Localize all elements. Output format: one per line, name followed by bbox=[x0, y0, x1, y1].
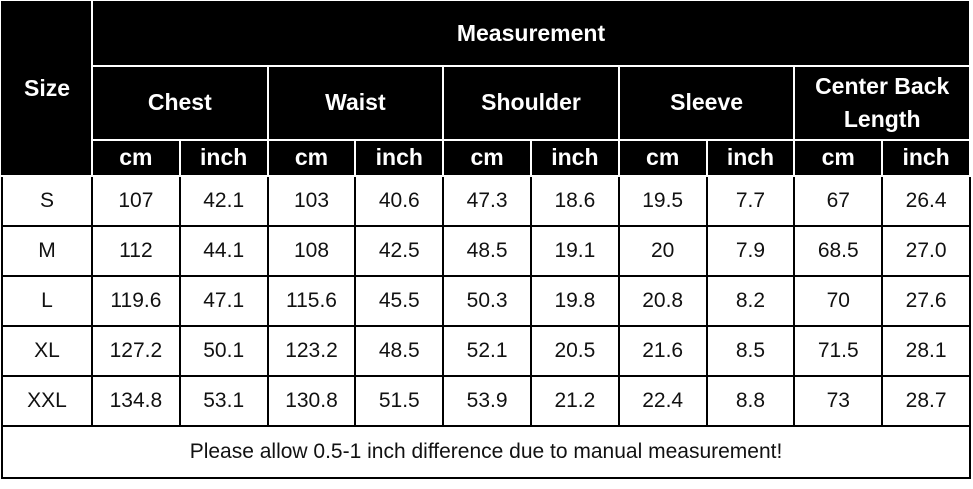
measurement-header: Measurement bbox=[91, 1, 971, 67]
value-cell: 7.9 bbox=[705, 225, 796, 277]
unit-header: cm bbox=[266, 139, 357, 177]
size-cell: L bbox=[1, 275, 93, 327]
unit-header: cm bbox=[442, 139, 532, 177]
unit-header: inch bbox=[178, 139, 269, 177]
unit-header: inch bbox=[705, 139, 796, 177]
value-cell: 71.5 bbox=[793, 325, 884, 377]
value-cell: 20 bbox=[617, 225, 708, 277]
value-cell: 53.1 bbox=[178, 375, 269, 427]
value-cell: 8.8 bbox=[705, 375, 796, 427]
value-cell: 42.5 bbox=[354, 225, 445, 277]
value-cell: 20.5 bbox=[529, 325, 620, 377]
value-cell: 119.6 bbox=[91, 275, 181, 327]
value-cell: 27.6 bbox=[881, 275, 971, 327]
table-row: XL 127.2 50.1 123.2 48.5 52.1 20.5 21.6 8.5 71.5 2… bbox=[1, 325, 971, 377]
value-cell: 21.6 bbox=[617, 325, 708, 377]
unit-header: cm bbox=[91, 139, 181, 177]
value-cell: 45.5 bbox=[354, 275, 445, 327]
unit-header: inch bbox=[881, 139, 971, 177]
table-row: S 107 42.1 103 40.6 47.3 18.6 19.5 7.7 67 26.4 bbox=[1, 175, 971, 227]
value-cell: 22.4 bbox=[617, 375, 708, 427]
value-cell: 42.1 bbox=[178, 175, 269, 227]
table-row: Chest Waist Shoulder Sleeve Center Back Leng… bbox=[2, 65, 971, 141]
value-cell: 26.4 bbox=[881, 175, 971, 227]
note: Please allow 0.5-1 inch difference due t… bbox=[1, 425, 971, 479]
size-header: Size bbox=[1, 1, 93, 177]
value-cell: 8.5 bbox=[705, 325, 796, 377]
value-cell: 28.7 bbox=[881, 375, 971, 427]
value-cell: 127.2 bbox=[91, 325, 181, 377]
value-cell: 27.0 bbox=[881, 225, 971, 277]
value-cell: 123.2 bbox=[266, 325, 357, 377]
value-cell: 70 bbox=[793, 275, 884, 327]
value-cell: 53.9 bbox=[442, 375, 532, 427]
value-cell: 50.1 bbox=[178, 325, 269, 377]
value-cell: 44.1 bbox=[178, 225, 269, 277]
table-row: cm inch cm inch cm inch cm inch cm inch bbox=[2, 139, 971, 177]
value-cell: 47.3 bbox=[442, 175, 532, 227]
size-cell: M bbox=[1, 225, 93, 277]
value-cell: 21.2 bbox=[529, 375, 620, 427]
value-cell: 47.1 bbox=[178, 275, 269, 327]
unit-header: inch bbox=[354, 139, 445, 177]
size-cell: S bbox=[1, 175, 93, 227]
value-cell: 48.5 bbox=[442, 225, 532, 277]
unit-header: cm bbox=[793, 139, 884, 177]
value-cell: 28.1 bbox=[881, 325, 971, 377]
group-header: Sleeve bbox=[617, 65, 796, 141]
value-cell: 7.7 bbox=[705, 175, 796, 227]
table-row: Please allow 0.5-1 inch difference due t… bbox=[1, 425, 971, 479]
value-cell: 50.3 bbox=[442, 275, 532, 327]
size-cell: XL bbox=[1, 325, 93, 377]
value-cell: 107 bbox=[91, 175, 181, 227]
value-cell: 108 bbox=[266, 225, 357, 277]
value-cell: 18.6 bbox=[529, 175, 620, 227]
group-header: Shoulder bbox=[442, 65, 620, 141]
size-cell: XXL bbox=[1, 375, 93, 427]
size-table: Size Measurement Chest Waist Shoulder Sleeve C… bbox=[1, 1, 971, 479]
table-row: Size Measurement bbox=[1, 1, 971, 177]
table-row: XXL 134.8 53.1 130.8 51.5 53.9 21.2 22.4 8.8 73 28… bbox=[1, 375, 971, 427]
value-cell: 115.6 bbox=[266, 275, 357, 327]
value-cell: 19.5 bbox=[617, 175, 708, 227]
value-cell: 52.1 bbox=[442, 325, 532, 377]
value-cell: 51.5 bbox=[354, 375, 445, 427]
table-row: M 112 44.1 108 42.5 48.5 19.1 20 7.9 68.5 27.0 bbox=[1, 225, 971, 277]
value-cell: 19.8 bbox=[529, 275, 620, 327]
value-cell: 73 bbox=[793, 375, 884, 427]
value-cell: 130.8 bbox=[266, 375, 357, 427]
value-cell: 68.5 bbox=[793, 225, 884, 277]
unit-header: inch bbox=[529, 139, 620, 177]
value-cell: 134.8 bbox=[91, 375, 181, 427]
value-cell: 8.2 bbox=[705, 275, 796, 327]
value-cell: 112 bbox=[91, 225, 181, 277]
value-cell: 67 bbox=[793, 175, 884, 227]
unit-header: cm bbox=[617, 139, 708, 177]
value-cell: 48.5 bbox=[354, 325, 445, 377]
value-cell: 19.1 bbox=[529, 225, 620, 277]
value-cell: 40.6 bbox=[354, 175, 445, 227]
value-cell: 103 bbox=[266, 175, 357, 227]
table-row: L 119.6 47.1 115.6 45.5 50.3 19.8 20.8 8.2 70 27.6 bbox=[1, 275, 971, 327]
table-body: Size Measurement Chest Waist Shoulder Sleeve C… bbox=[1, 1, 971, 479]
group-header: Waist bbox=[266, 65, 445, 141]
group-header: Chest bbox=[91, 65, 269, 141]
group-header: Center Back Length bbox=[793, 65, 971, 141]
value-cell: 20.8 bbox=[617, 275, 708, 327]
